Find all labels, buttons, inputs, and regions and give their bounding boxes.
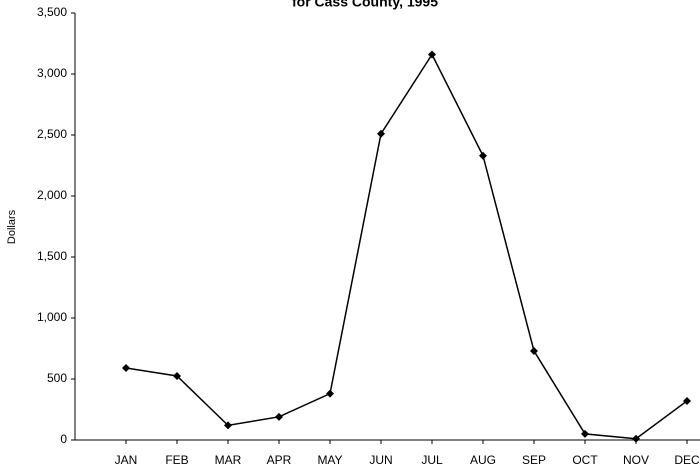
x-tick-label: SEP: [522, 453, 546, 467]
data-point: [377, 129, 385, 138]
y-tick-label: 1,000: [37, 310, 67, 324]
y-tick-label: 500: [47, 371, 67, 385]
data-point: [581, 429, 589, 438]
chart-title: for Cass County, 1995: [292, 0, 438, 10]
data-line: [125, 52, 688, 440]
data-point: [224, 421, 232, 430]
x-tick-label: OCT: [572, 453, 598, 467]
data-point: [326, 389, 334, 398]
x-tick-label: DEC: [674, 453, 700, 467]
y-tick-label: 2,500: [37, 127, 67, 141]
data-point: [275, 412, 283, 421]
data-point: [632, 434, 640, 443]
y-axis-label: Dollars: [6, 209, 18, 244]
data-point: [122, 364, 130, 373]
y-tick-label: 3,000: [37, 66, 67, 80]
x-tick-label: JUL: [421, 453, 443, 467]
x-tick-label: NOV: [623, 453, 649, 467]
x-tick-label: JUN: [369, 453, 392, 467]
data-point: [683, 396, 691, 405]
data-point: [479, 151, 487, 160]
data-point: [173, 371, 181, 380]
y-tick-label: 3,500: [37, 5, 67, 19]
x-tick-label: FEB: [165, 453, 188, 467]
x-tick-label: AUG: [470, 453, 496, 467]
y-tick-label: 0: [60, 432, 67, 446]
x-tick-label: MAY: [317, 453, 342, 467]
x-tick-label: JAN: [115, 453, 138, 467]
data-point: [530, 346, 538, 355]
x-tick-label: APR: [267, 453, 292, 467]
data-point: [428, 50, 436, 59]
y-tick-label: 2,000: [37, 188, 67, 202]
x-tick-label: MAR: [215, 453, 242, 467]
y-tick-label: 1,500: [37, 249, 67, 263]
